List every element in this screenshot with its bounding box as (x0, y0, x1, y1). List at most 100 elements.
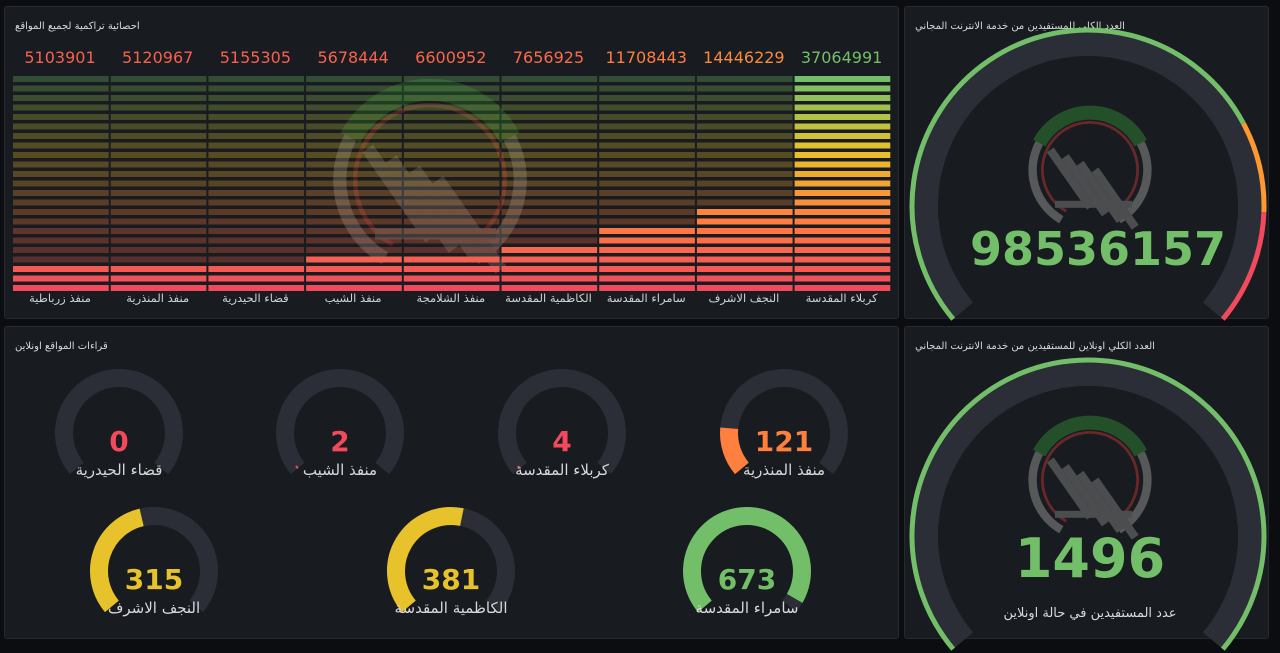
panel-title: قراءات المواقع اونلاين (15, 341, 108, 352)
bar-segment-lit (110, 285, 207, 291)
bar-segment-lit (794, 285, 891, 291)
bar-segment-dim (501, 190, 598, 196)
bar-segment-dim (599, 209, 695, 215)
online-gauge-value: 1496 (1014, 527, 1166, 590)
bar-segment-dim (403, 123, 500, 130)
bar-segment-dim (403, 180, 500, 187)
bar-segment-lit (794, 171, 891, 177)
bar-segment-dim (403, 171, 500, 177)
bar-segment-dim (208, 247, 305, 253)
bar-segment-dim (696, 133, 793, 139)
bar-label: الكاظمية المقدسة (505, 291, 592, 305)
bar-segment-dim (110, 247, 207, 253)
panel-title: العدد الكلي اونلاين للمستفيدين من خدمة ا… (915, 341, 1155, 352)
bar-segment-dim (208, 228, 305, 234)
bar-segment-lit (696, 275, 793, 282)
bar-value: 37064991 (800, 48, 883, 67)
bar-label: النجف الاشرف (708, 291, 780, 305)
bar-segment-dim (13, 237, 109, 244)
bar-segment-dim (110, 161, 207, 168)
bar-segment-dim (403, 228, 500, 234)
bar-segment-lit (13, 285, 109, 291)
bar-segment-lit (403, 256, 500, 263)
mini-gauge-value: 673 (717, 563, 777, 596)
bar-segment-dim (13, 85, 109, 92)
bar-segment-dim (110, 199, 207, 206)
bar-segment-dim (208, 123, 305, 130)
bar-segment-dim (208, 180, 305, 187)
bar-segment-lit (696, 266, 793, 272)
bar-segment-dim (403, 114, 500, 120)
bar-segment-dim (696, 161, 793, 168)
bar-segment-lit (696, 218, 793, 225)
bar-segment-dim (403, 85, 500, 92)
bar-segment-dim (501, 152, 598, 158)
bar-segment-lit (403, 266, 500, 272)
bar-segment-dim (403, 237, 500, 244)
bar-segment-dim (599, 85, 695, 92)
panel-title: العدد الكلي للمستفيدين من خدمة الانترنت … (915, 21, 1125, 32)
bar-segment-dim (403, 199, 500, 206)
bar-segment-lit (501, 256, 598, 263)
bar-value: 5120967 (122, 48, 194, 67)
bar-segment-dim (13, 142, 109, 149)
bar-segment-dim (599, 218, 695, 225)
bar-segment-lit (403, 285, 500, 291)
bar-segment-dim (696, 85, 793, 92)
bar-segment-dim (110, 228, 207, 234)
bar-segment-lit (110, 266, 207, 272)
bar-segment-lit (599, 237, 695, 244)
bar-segment-dim (599, 123, 695, 130)
mini-gauge (387, 507, 515, 613)
bar-column (403, 76, 500, 291)
bar-column (13, 76, 109, 291)
bar-segment-lit (696, 285, 793, 291)
bar-segment-dim (306, 104, 402, 111)
bar-segment-dim (306, 209, 402, 215)
mini-gauge (90, 507, 218, 613)
bar-segment-lit (794, 152, 891, 158)
bar-segment-dim (110, 142, 207, 149)
bar-segment-dim (208, 95, 305, 101)
bar-value: 7656925 (512, 48, 585, 67)
mini-gauge-label: قضاء الحيدرية (75, 461, 163, 479)
bar-segment-dim (13, 133, 109, 139)
bar-segment-dim (110, 256, 207, 263)
bar-segment-lit (794, 123, 891, 130)
bar-segment-dim (599, 199, 695, 206)
bar-segment-dim (306, 161, 402, 168)
panel-title: احصائية تراكمية لجميع المواقع (15, 21, 140, 32)
bar-segment-dim (110, 133, 207, 139)
bar-segment-dim (501, 76, 598, 82)
bar-segment-lit (696, 247, 793, 253)
bar-segment-lit (13, 266, 109, 272)
bar-segment-dim (501, 123, 598, 130)
bar-segment-dim (696, 95, 793, 101)
bar-segment-dim (403, 161, 500, 168)
bar-segment-dim (306, 95, 402, 101)
bar-segment-dim (306, 190, 402, 196)
bar-segment-dim (501, 171, 598, 177)
bar-segment-dim (599, 152, 695, 158)
bar-segment-dim (501, 85, 598, 92)
bar-segment-lit (696, 256, 793, 263)
bar-segment-dim (403, 133, 500, 139)
gauge-threshold-orange (1241, 122, 1267, 213)
bar-segment-dim (110, 237, 207, 244)
bar-segment-dim (696, 114, 793, 120)
bar-segment-dim (501, 180, 598, 187)
mini-gauge (720, 369, 848, 475)
bar-column (794, 76, 891, 291)
bar-segment-lit (306, 275, 402, 282)
bar-segment-lit (696, 209, 793, 215)
bar-segment-dim (208, 114, 305, 120)
bar-segment-lit (501, 266, 598, 272)
bar-segment-dim (13, 76, 109, 82)
bar-segment-dim (599, 171, 695, 177)
mini-gauge-value: 381 (421, 563, 481, 596)
mini-gauge-fill (720, 427, 750, 475)
bar-segment-dim (696, 104, 793, 111)
total-beneficiaries-panel: العدد الكلي للمستفيدين من خدمة الانترنت … (904, 6, 1269, 319)
bar-segment-dim (599, 76, 695, 82)
bar-segment-lit (208, 275, 305, 282)
